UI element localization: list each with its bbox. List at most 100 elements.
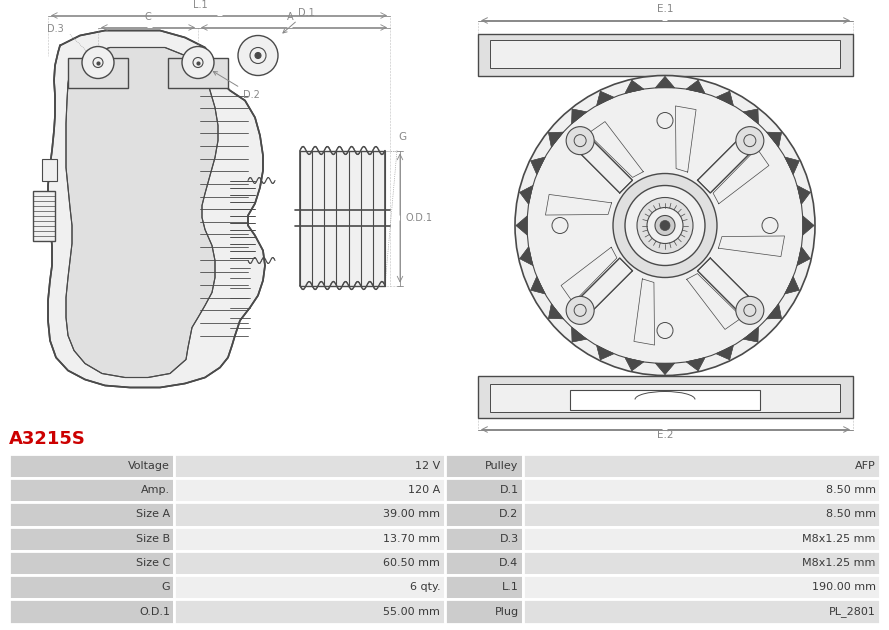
Bar [444, 527, 523, 551]
Circle shape [82, 47, 114, 79]
Polygon shape [686, 80, 705, 93]
Polygon shape [570, 131, 632, 193]
Text: O.D.1: O.D.1 [405, 213, 432, 223]
Bar [174, 527, 444, 551]
Bar [9, 454, 174, 478]
Circle shape [736, 296, 764, 324]
Bar [174, 502, 444, 527]
Polygon shape [531, 277, 545, 294]
Text: PL_2801: PL_2801 [829, 606, 876, 617]
Polygon shape [549, 304, 564, 319]
Polygon shape [797, 247, 810, 265]
Bar [9, 502, 174, 527]
Bar [174, 478, 444, 502]
Bar [9, 575, 174, 599]
Text: 8.50 mm: 8.50 mm [826, 509, 876, 519]
Polygon shape [549, 132, 564, 147]
Bar [300, 151, 385, 285]
Bar [444, 599, 523, 624]
Polygon shape [676, 106, 696, 172]
Text: L.1: L.1 [501, 582, 518, 592]
Text: G: G [162, 582, 170, 592]
Text: D.2: D.2 [213, 71, 260, 100]
Text: M8x1.25 mm: M8x1.25 mm [803, 534, 876, 544]
Text: Size B: Size B [136, 534, 170, 544]
Polygon shape [785, 277, 799, 294]
Text: D.1: D.1 [283, 8, 315, 33]
Polygon shape [516, 216, 527, 235]
Circle shape [182, 47, 214, 79]
Bar [9, 599, 174, 624]
Polygon shape [655, 76, 675, 88]
Bar [168, 57, 228, 88]
Polygon shape [716, 345, 733, 360]
Circle shape [637, 197, 693, 253]
Bar [174, 551, 444, 575]
Bar [174, 575, 444, 599]
Polygon shape [546, 195, 612, 215]
Polygon shape [766, 304, 781, 319]
Text: A: A [286, 11, 293, 21]
Circle shape [515, 76, 815, 375]
Polygon shape [572, 327, 587, 342]
Text: L.1: L.1 [193, 0, 207, 9]
Text: D.3: D.3 [500, 534, 518, 544]
Polygon shape [743, 109, 758, 124]
Text: D.3: D.3 [46, 25, 63, 35]
Polygon shape [520, 247, 533, 265]
Polygon shape [698, 258, 760, 320]
Text: Plug: Plug [494, 607, 518, 617]
Bar [33, 190, 55, 241]
Polygon shape [634, 279, 654, 345]
Bar [444, 551, 523, 575]
Polygon shape [520, 185, 533, 204]
Polygon shape [561, 247, 617, 302]
Polygon shape [718, 236, 785, 256]
Bar [68, 57, 128, 88]
Text: G: G [398, 132, 406, 142]
Polygon shape [686, 358, 705, 371]
Text: Amp.: Amp. [141, 485, 170, 495]
Polygon shape [716, 91, 733, 106]
Bar [523, 575, 880, 599]
Bar [570, 389, 760, 410]
Text: E.2: E.2 [657, 430, 673, 440]
Polygon shape [588, 122, 644, 178]
Text: E.1: E.1 [657, 4, 673, 14]
Text: Voltage: Voltage [128, 461, 170, 471]
Text: 6 qty.: 6 qty. [410, 582, 440, 592]
Circle shape [660, 220, 670, 231]
Bar [478, 375, 853, 418]
Polygon shape [713, 149, 769, 203]
Bar [174, 599, 444, 624]
Bar [523, 454, 880, 478]
Polygon shape [803, 216, 814, 235]
Text: 190.00 mm: 190.00 mm [812, 582, 876, 592]
Bar [9, 551, 174, 575]
Polygon shape [625, 80, 644, 93]
Polygon shape [597, 345, 614, 360]
Polygon shape [655, 363, 675, 374]
Bar [444, 454, 523, 478]
Text: 8.50 mm: 8.50 mm [826, 485, 876, 495]
Bar [523, 502, 880, 527]
Bar [490, 384, 840, 411]
Text: 55.00 mm: 55.00 mm [383, 607, 440, 617]
Polygon shape [597, 91, 614, 106]
Text: 12 V: 12 V [415, 461, 440, 471]
Polygon shape [570, 258, 632, 320]
Bar [523, 599, 880, 624]
Text: 39.00 mm: 39.00 mm [383, 509, 440, 519]
Bar [444, 478, 523, 502]
Circle shape [566, 127, 594, 154]
Polygon shape [743, 327, 758, 342]
Circle shape [613, 173, 717, 277]
Bar [9, 527, 174, 551]
Circle shape [655, 215, 675, 236]
Bar [523, 478, 880, 502]
Text: Size A: Size A [136, 509, 170, 519]
Polygon shape [686, 273, 742, 329]
Bar [478, 33, 853, 76]
Polygon shape [625, 358, 644, 371]
Text: O.D.1: O.D.1 [139, 607, 170, 617]
